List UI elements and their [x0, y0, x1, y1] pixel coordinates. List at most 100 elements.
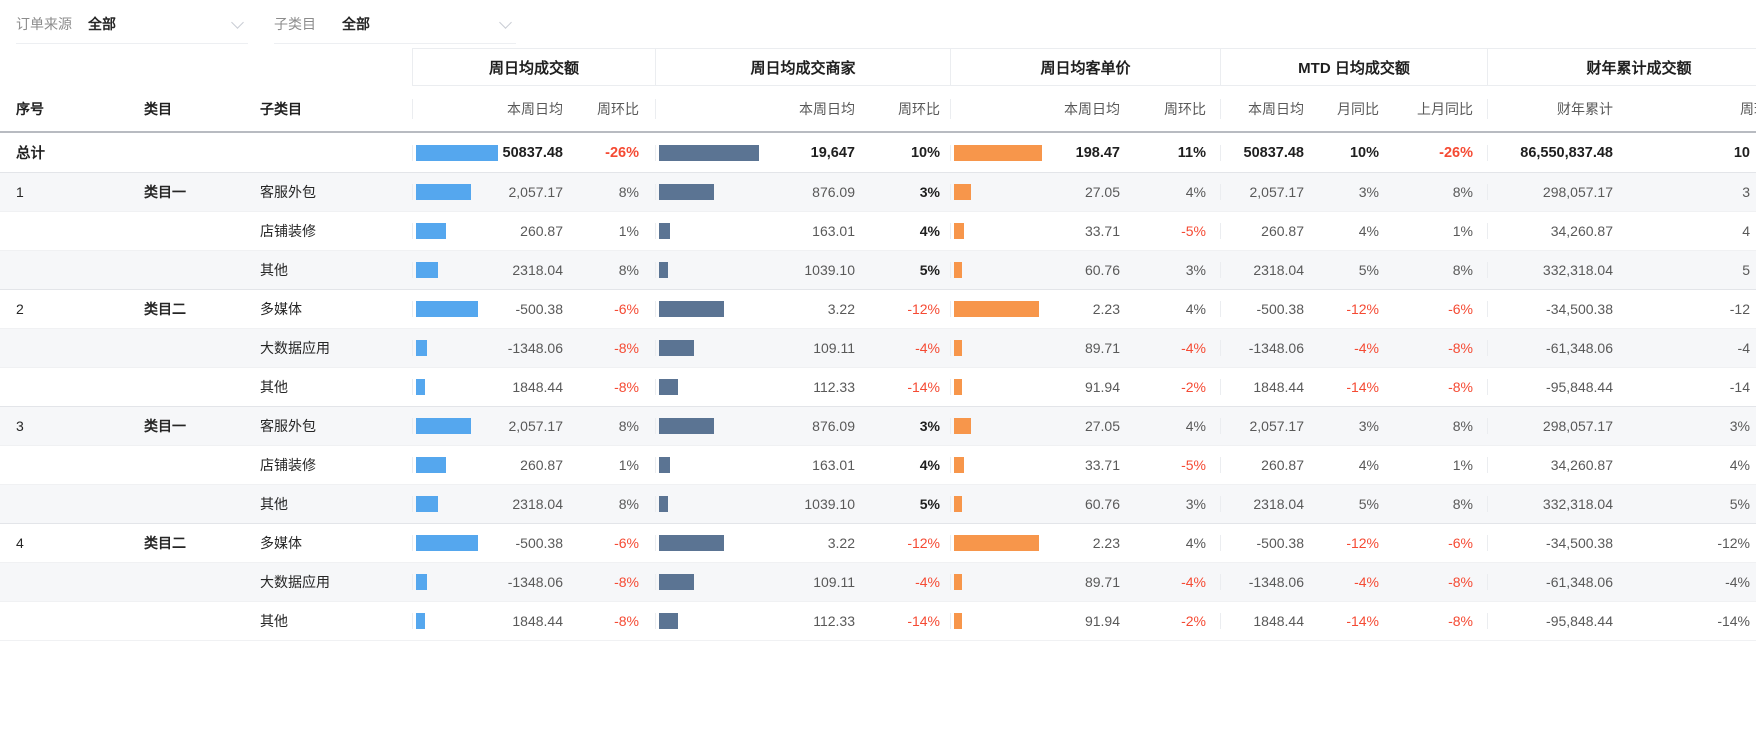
cell-fy-wow: -14% [1717, 613, 1750, 629]
header-g3-col1: 本周日均 [950, 98, 1130, 119]
cell-week-merchants-wow: -12% [907, 535, 940, 551]
cell-week-gmv: -1348.06 [412, 340, 575, 356]
cell-week-gmv: 1848.44 [412, 613, 575, 629]
gmv-bar [416, 301, 478, 317]
cell-fy-gmv: -95,848.44 [1487, 613, 1625, 629]
cell-week-merchants: 876.09 [655, 184, 865, 200]
merchants-bar [659, 613, 678, 629]
cell-week-price: 91.94 [950, 379, 1130, 395]
cell-fy-wow: -4% [1725, 574, 1750, 590]
cell-week-price: 27.05 [950, 184, 1130, 200]
table-row: 其他 2318.04 8% 1039.10 5% 60.76 3% 2318.04 5% 8% 33… [0, 251, 1756, 290]
cell-mtd-mom: 5% [1358, 262, 1379, 278]
cell-mtd-mom: -4% [1354, 574, 1379, 590]
cell-mtd-gmv: 1848.44 [1220, 379, 1310, 395]
merchants-bar [659, 340, 694, 356]
group-title-5: 财年累计成交额 [1487, 48, 1756, 86]
total-row: 总计 50837.48 -26% 19,647 10% 198.47 11% 50837.48… [0, 133, 1756, 173]
cell-mtd-mom: -12% [1346, 535, 1379, 551]
cell-mtd-lmom: 8% [1452, 184, 1473, 200]
group-title-4: MTD 日均成交额 [1220, 48, 1487, 86]
cell-week-gmv-wow: -8% [614, 574, 639, 590]
merchants-bar [659, 535, 724, 551]
cell-week-gmv-wow: -8% [614, 340, 639, 356]
cell-week-price-wow: 4% [1185, 535, 1206, 551]
header-g1-col1: 本周日均 [412, 98, 575, 119]
cell-week-price: 33.71 [950, 457, 1130, 473]
merchants-bar [659, 457, 670, 473]
header-g4-col2: 月同比 [1337, 100, 1379, 117]
cell-fy-gmv: -61,348.06 [1487, 574, 1625, 590]
table-row: 店铺装修 260.87 1% 163.01 4% 33.71 -5% 260.87 4% 1% 34… [0, 212, 1756, 251]
price-bar [954, 379, 962, 395]
subcategory-label: 子类目 [274, 16, 316, 32]
header-divider [0, 131, 1756, 133]
cell-week-merchants-wow: 3% [919, 184, 940, 200]
cell-week-merchants: 1039.10 [655, 496, 865, 512]
price-bar [954, 144, 1042, 161]
table-row: 2 类目二 多媒体 -500.38 -6% 3.22 -12% 2.23 4% -500.38 -1… [0, 290, 1756, 329]
cell-week-gmv: -500.38 [412, 535, 575, 551]
cell-mtd-lmom: -8% [1448, 574, 1473, 590]
cell-week-price: 198.47 [950, 144, 1130, 161]
cell-mtd-lmom: -6% [1448, 535, 1473, 551]
cell-mtd-lmom: -26% [1439, 144, 1473, 161]
cell-week-merchants-wow: 5% [919, 262, 940, 278]
table-row: 其他 2318.04 8% 1039.10 5% 60.76 3% 2318.04 5% 8% 33… [0, 485, 1756, 524]
header-subcategory: 子类目 [260, 100, 302, 117]
cell-week-gmv-wow: -8% [614, 613, 639, 629]
cell-mtd-gmv: 50837.48 [1220, 144, 1310, 161]
cell-mtd-mom: 10% [1349, 144, 1379, 161]
cell-subcategory: 其他 [260, 379, 288, 395]
cell-week-merchants: 19,647 [655, 144, 865, 161]
gmv-bar [416, 184, 471, 200]
cell-fy-wow: 10 [1733, 144, 1750, 161]
cell-fy-gmv: -34,500.38 [1487, 535, 1625, 551]
filter-bar: 订单来源 全部 子类目 全部 [0, 0, 1756, 48]
gmv-bar [416, 613, 425, 629]
header-g3-col2: 周环比 [1164, 100, 1206, 117]
cell-fy-wow: 5 [1742, 262, 1750, 278]
cell-subcategory: 多媒体 [260, 301, 302, 317]
cell-fy-gmv: 298,057.17 [1487, 418, 1625, 434]
cell-mtd-gmv: 2,057.17 [1220, 418, 1310, 434]
gmv-bar [416, 457, 446, 473]
cell-week-gmv-wow: -6% [614, 535, 639, 551]
cell-mtd-mom: -14% [1346, 613, 1379, 629]
cell-week-price-wow: -5% [1181, 457, 1206, 473]
price-bar [954, 535, 1039, 551]
cell-fy-gmv: -61,348.06 [1487, 340, 1625, 356]
cell-mtd-gmv: 2318.04 [1220, 496, 1310, 512]
cell-fy-gmv: 332,318.04 [1487, 496, 1625, 512]
cell-week-merchants: 3.22 [655, 301, 865, 317]
cell-week-gmv: 2318.04 [412, 496, 575, 512]
cell-fy-gmv: 34,260.87 [1487, 223, 1625, 239]
cell-fy-wow: -12 [1729, 301, 1750, 317]
header-category: 类目 [144, 100, 172, 117]
subcategory-select[interactable]: 子类目 全部 [274, 14, 516, 44]
cell-mtd-mom: 4% [1358, 457, 1379, 473]
cell-week-price: 27.05 [950, 418, 1130, 434]
cell-week-price-wow: -2% [1181, 613, 1206, 629]
cell-week-merchants-wow: 4% [919, 223, 940, 239]
cell-week-merchants: 876.09 [655, 418, 865, 434]
cell-mtd-mom: -4% [1354, 340, 1379, 356]
cell-week-price: 2.23 [950, 301, 1130, 317]
header-g5-col1: 财年累计 [1487, 98, 1625, 119]
header-seq: 序号 [16, 100, 44, 117]
order-source-select[interactable]: 订单来源 全部 [16, 14, 248, 44]
group-title-1: 周日均成交额 [412, 48, 655, 86]
cell-week-gmv-wow: 1% [618, 223, 639, 239]
cell-week-gmv-wow: 8% [618, 184, 639, 200]
cell-fy-gmv: 332,318.04 [1487, 262, 1625, 278]
cell-mtd-gmv: -1348.06 [1220, 574, 1310, 590]
header-g2-col2: 周环比 [898, 100, 940, 117]
merchants-bar [659, 418, 714, 434]
cell-week-price: 2.23 [950, 535, 1130, 551]
cell-mtd-gmv: 1848.44 [1220, 613, 1310, 629]
cell-mtd-gmv: 260.87 [1220, 457, 1310, 473]
cell-week-merchants-wow: 3% [919, 418, 940, 434]
cell-mtd-gmv: 2,057.17 [1220, 184, 1310, 200]
price-bar [954, 340, 962, 356]
cell-week-merchants-wow: -14% [907, 379, 940, 395]
